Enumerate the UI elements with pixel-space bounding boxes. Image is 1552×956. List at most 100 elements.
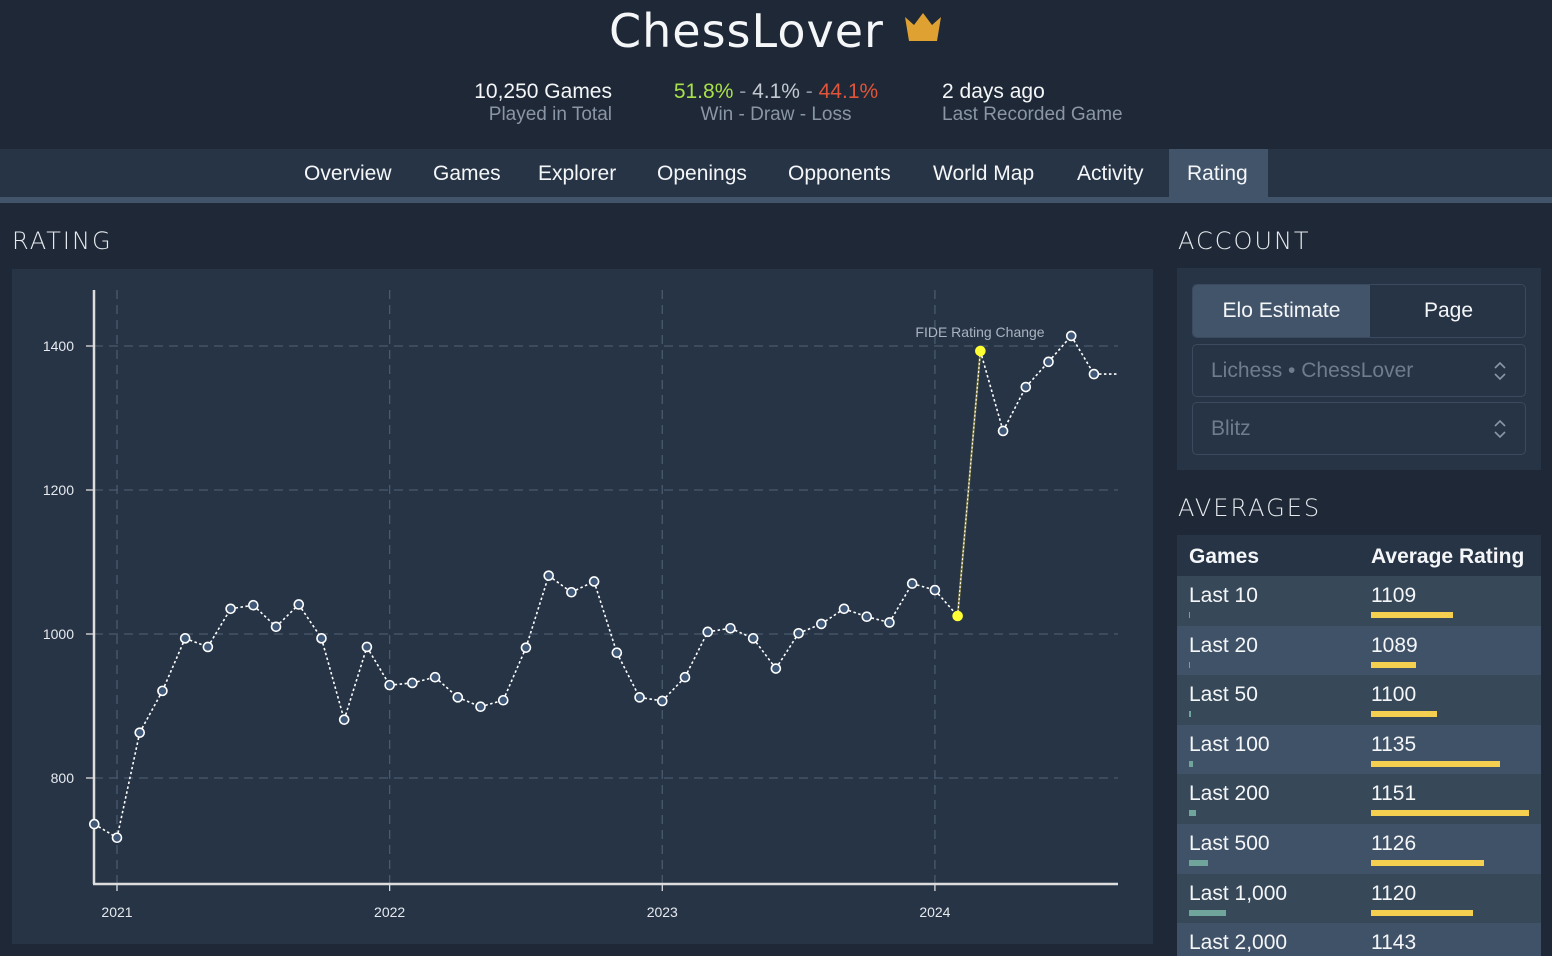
tab-explorer[interactable]: Explorer	[538, 162, 617, 185]
tab-rating[interactable]: Rating	[1169, 149, 1268, 197]
data-point[interactable]	[929, 584, 941, 596]
data-point[interactable]	[1065, 330, 1077, 342]
data-point[interactable]	[452, 692, 464, 703]
games-bar	[1189, 612, 1190, 618]
chevron-up-down-icon	[1494, 361, 1506, 381]
data-point[interactable]	[111, 832, 123, 844]
x-tick-label: 2022	[374, 904, 405, 920]
game-mode-select[interactable]: Blitz	[1192, 402, 1526, 455]
data-point[interactable]	[679, 671, 691, 683]
x-tick-label: 2023	[647, 904, 678, 920]
rating-line-chart[interactable]: 800 1000 1200 1400 2021 2022 2023 2024 FIDE Rati…	[12, 269, 1153, 944]
data-point[interactable]	[747, 633, 759, 644]
fide-rating-change-annotation: FIDE Rating Change	[915, 324, 1044, 340]
tab-overview[interactable]: Overview	[304, 162, 392, 185]
tab-world-map[interactable]: World Map	[933, 162, 1035, 185]
data-point[interactable]	[202, 641, 214, 653]
data-point[interactable]	[88, 818, 100, 830]
data-point[interactable]	[656, 695, 668, 707]
data-point[interactable]	[293, 599, 305, 610]
data-point[interactable]	[884, 617, 895, 628]
account-section-title: ACCOUNT	[1178, 227, 1311, 255]
data-point[interactable]	[179, 633, 191, 644]
averages-table: Games Average Rating Last 10 1109 Last 20 1…	[1177, 535, 1541, 956]
games-cell: Last 1,000	[1189, 881, 1288, 905]
rating-bar	[1371, 859, 1484, 866]
stat-total-games: 10,250 Games Played in Total	[460, 80, 612, 126]
data-point[interactable]	[1020, 381, 1032, 393]
title-row: ChessLover	[0, 4, 1552, 58]
data-point[interactable]	[225, 603, 236, 615]
data-point[interactable]	[497, 694, 509, 706]
data-point[interactable]	[475, 701, 486, 713]
data-point[interactable]	[384, 679, 395, 691]
data-point[interactable]	[520, 642, 532, 653]
win-percent: 51.8%	[673, 80, 734, 103]
account-select[interactable]: Lichess • ChessLover	[1192, 344, 1526, 397]
y-tick-label: 1200	[43, 482, 74, 498]
page-button[interactable]: Page	[1370, 285, 1525, 337]
data-point[interactable]	[316, 633, 327, 644]
data-point[interactable]	[770, 663, 782, 674]
game-mode-select-value: Blitz	[1211, 417, 1251, 440]
data-point[interactable]	[1088, 368, 1100, 380]
games-cell: Last 20	[1189, 633, 1258, 657]
data-point[interactable]	[429, 671, 441, 683]
chevron-up-down-icon	[1494, 419, 1506, 439]
data-point[interactable]	[816, 618, 827, 630]
column-header-games: Games	[1189, 545, 1260, 568]
data-point[interactable]	[702, 626, 714, 638]
data-point[interactable]	[634, 692, 645, 703]
averages-section-title: AVERAGES	[1178, 494, 1322, 522]
rating-bar	[1371, 760, 1500, 767]
tab-openings[interactable]: Openings	[657, 162, 747, 185]
column-header-average-rating: Average Rating	[1371, 545, 1525, 568]
data-point[interactable]	[611, 647, 623, 659]
rating-bar	[1371, 909, 1473, 916]
x-tick-label: 2024	[919, 904, 950, 920]
highlighted-data-point[interactable]	[975, 345, 986, 357]
data-point[interactable]	[157, 685, 168, 697]
page-title: ChessLover	[609, 4, 884, 58]
total-games-value: 10,250 Games	[474, 80, 612, 103]
data-point[interactable]	[906, 578, 918, 589]
data-point[interactable]	[566, 586, 577, 598]
data-point[interactable]	[248, 599, 259, 611]
data-point[interactable]	[270, 621, 282, 633]
elo-estimate-button[interactable]: Elo Estimate	[1193, 285, 1370, 337]
data-point[interactable]	[1043, 356, 1054, 368]
data-point[interactable]	[997, 425, 1009, 437]
average-rating-cell: 1143	[1371, 931, 1417, 955]
tab-opponents[interactable]: Opponents	[788, 162, 891, 185]
rating-bar	[1371, 810, 1529, 817]
data-point[interactable]	[725, 622, 736, 634]
games-bar	[1189, 859, 1208, 866]
games-cell: Last 200	[1189, 782, 1270, 806]
data-point[interactable]	[407, 677, 418, 689]
data-point[interactable]	[793, 627, 804, 639]
tab-activity[interactable]: Activity	[1077, 162, 1144, 185]
separator: -	[805, 80, 813, 103]
draw-percent: 4.1%	[752, 80, 800, 103]
rating-bar	[1371, 711, 1437, 718]
highlighted-data-point[interactable]	[952, 610, 963, 622]
data-point[interactable]	[588, 576, 600, 587]
data-point[interactable]	[543, 570, 554, 581]
table-header: Games Average Rating	[1177, 535, 1541, 576]
data-point[interactable]	[838, 603, 850, 615]
rating-section-title: RATING	[12, 227, 113, 255]
stat-last-game: 2 days ago Last Recorded Game	[942, 80, 1162, 126]
rating-bar	[1371, 661, 1416, 668]
tab-games[interactable]: Games	[433, 162, 501, 185]
data-point[interactable]	[134, 727, 146, 738]
average-rating-cell: 1135	[1371, 732, 1417, 756]
table-row: Last 1,000 1120	[1177, 873, 1541, 924]
data-point[interactable]	[338, 714, 350, 725]
loss-percent: 44.1%	[818, 80, 879, 103]
separator: -	[739, 80, 747, 103]
games-cell: Last 100	[1189, 732, 1270, 756]
data-point[interactable]	[861, 611, 873, 623]
data-point[interactable]	[361, 641, 373, 653]
average-rating-cell: 1120	[1371, 881, 1417, 905]
table-row: Last 2,000 1143	[1177, 923, 1541, 956]
